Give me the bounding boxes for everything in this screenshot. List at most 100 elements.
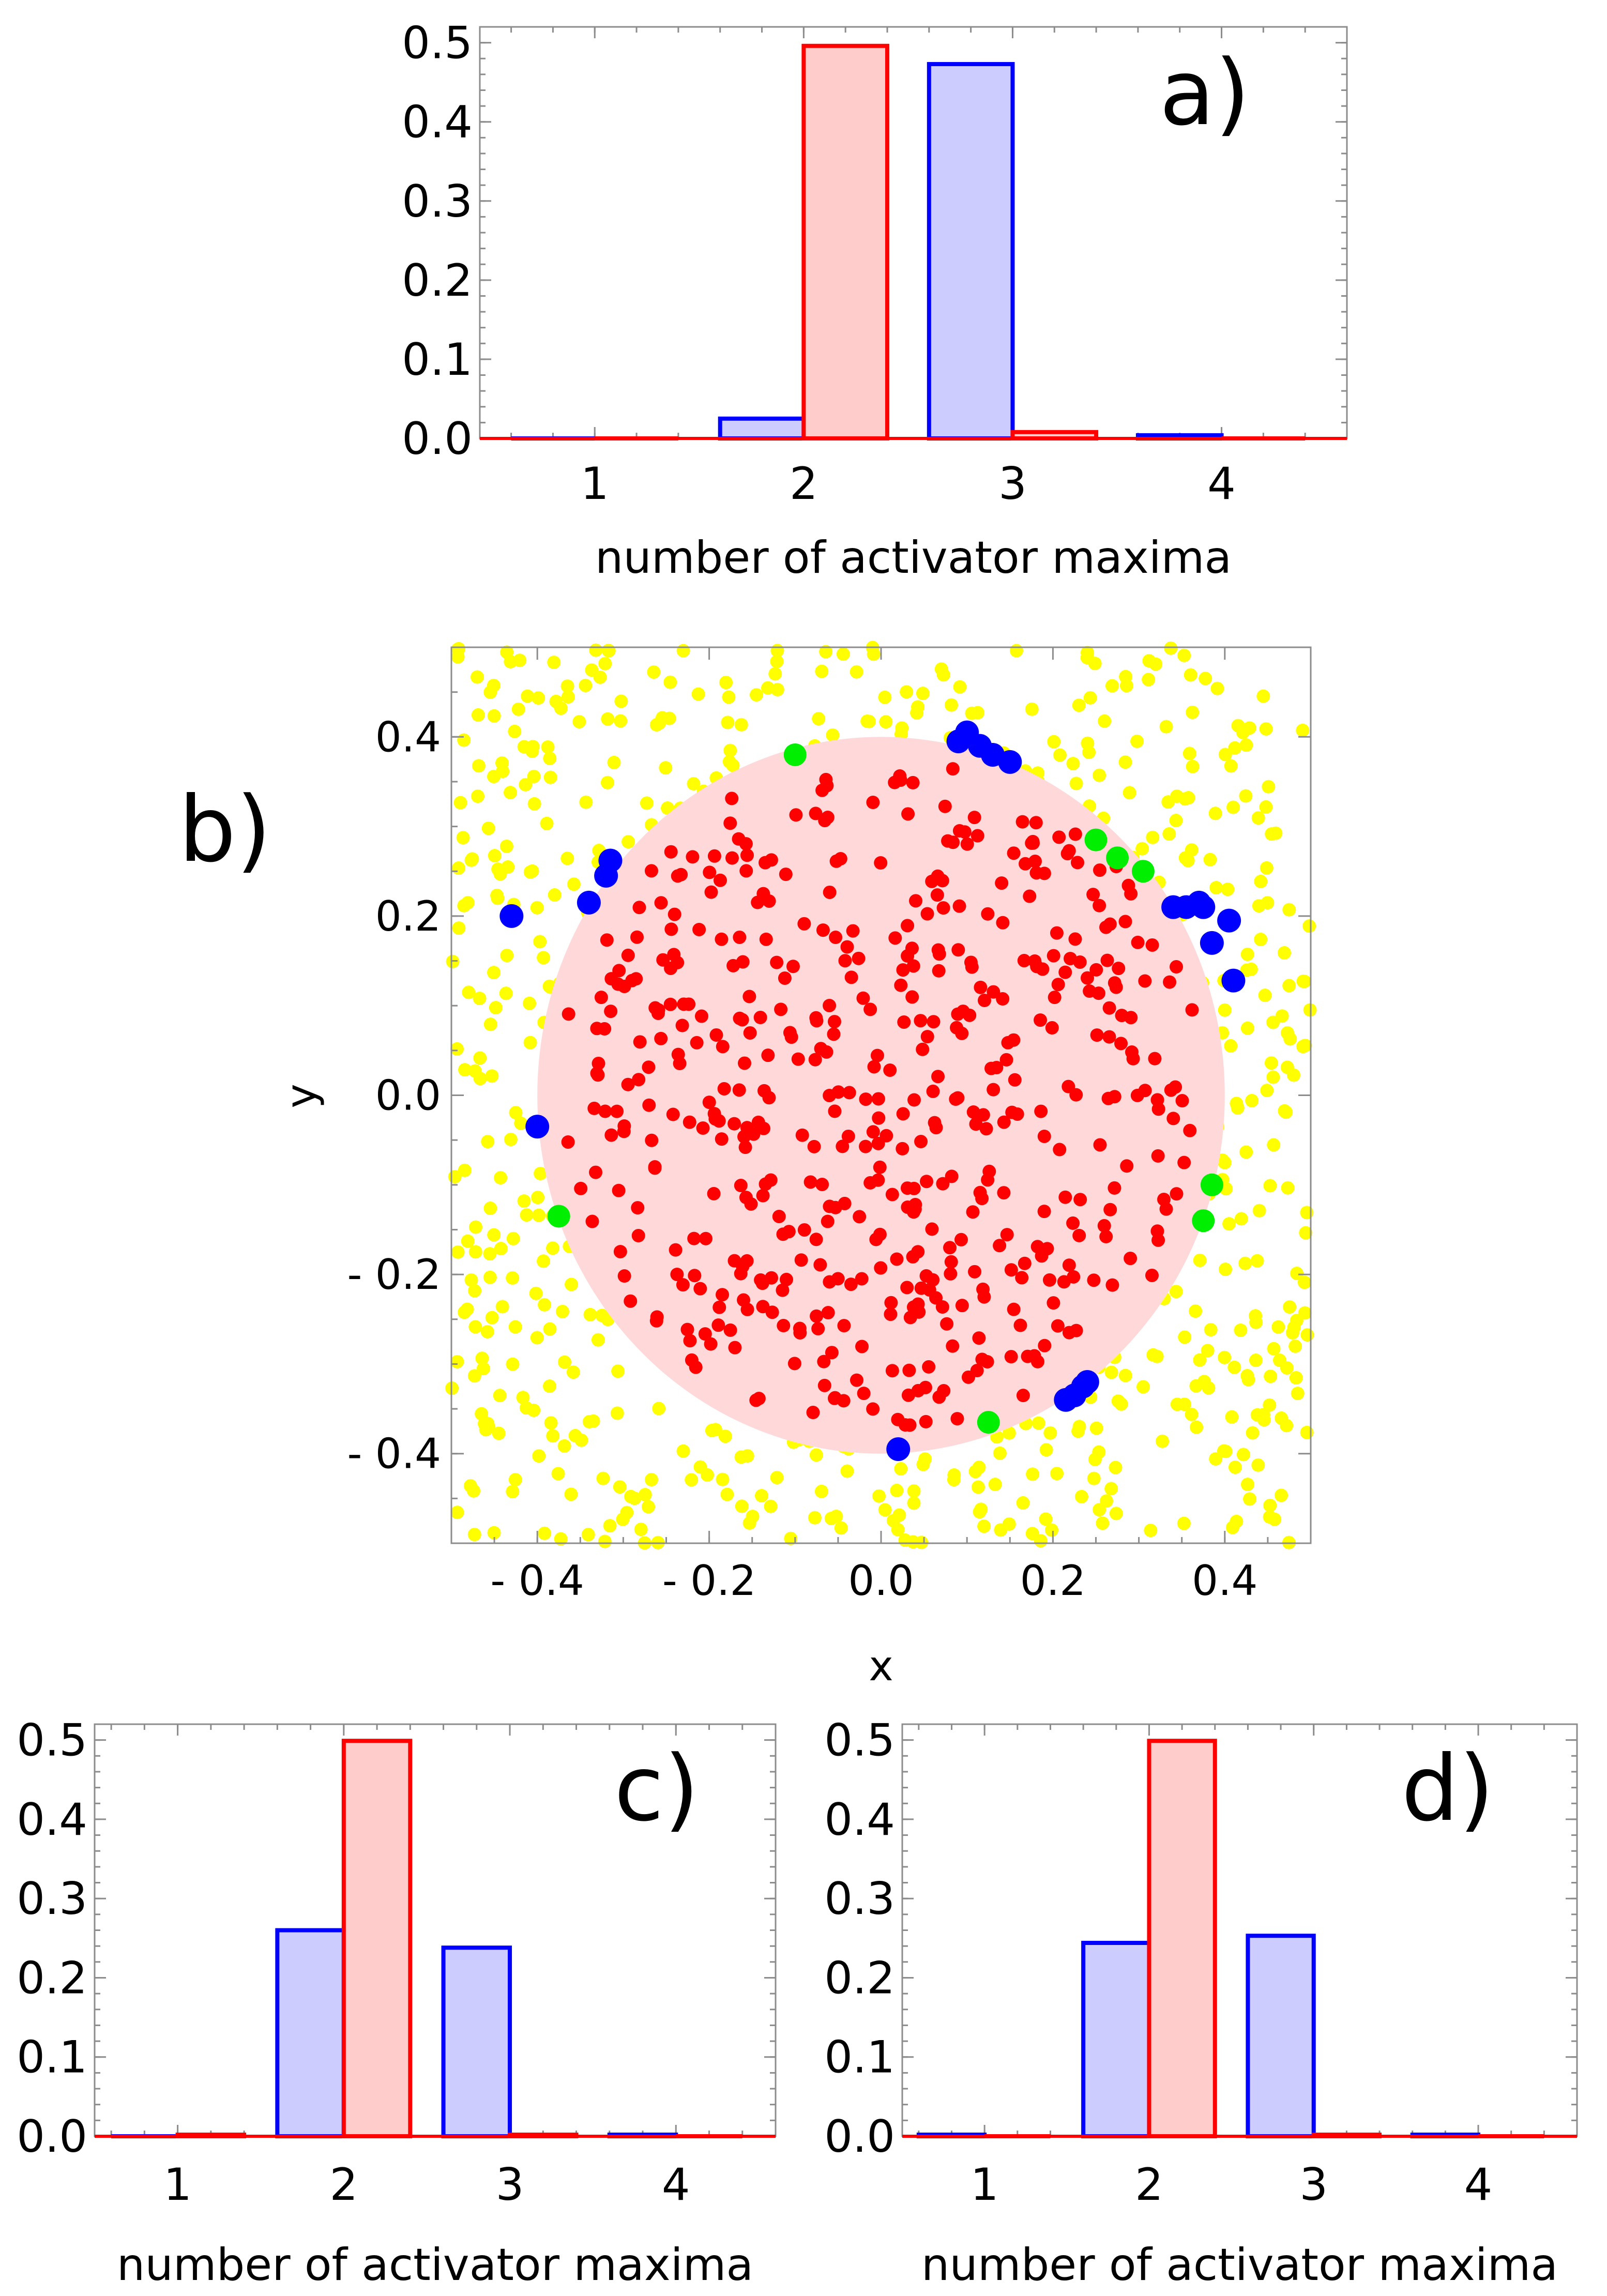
point-red: [823, 1088, 837, 1102]
point-yellow: [500, 949, 514, 963]
point-red: [963, 1008, 977, 1022]
point-yellow: [533, 935, 547, 949]
point-yellow: [968, 1465, 982, 1479]
point-red: [1145, 938, 1159, 952]
point-red: [779, 1272, 793, 1286]
point-yellow: [487, 966, 501, 980]
y-tick-label: 0.3: [824, 1873, 895, 1925]
point-red: [728, 1341, 742, 1355]
point-yellow: [458, 1163, 472, 1177]
point-red: [671, 1047, 685, 1061]
point-yellow: [1002, 1426, 1016, 1440]
point-red: [905, 941, 919, 955]
point-yellow: [1268, 1512, 1282, 1526]
point-yellow: [485, 1069, 499, 1083]
panel-c-histogram: 0.0 0.1 0.2 0.3 0.4 0.5 1 2 3 4 number of activato…: [17, 1715, 777, 2291]
point-red: [809, 807, 823, 820]
point-red: [1069, 1324, 1083, 1337]
point-yellow: [705, 1423, 719, 1437]
point-red: [664, 922, 678, 936]
point-red: [630, 930, 644, 944]
point-red: [589, 1165, 603, 1179]
point-yellow: [1259, 800, 1273, 814]
point-yellow: [621, 835, 635, 849]
point-yellow: [1093, 768, 1106, 782]
point-red: [1047, 949, 1060, 963]
point-yellow: [1039, 1512, 1053, 1526]
point-yellow: [581, 1528, 595, 1542]
point-yellow: [1072, 698, 1086, 712]
point-yellow: [1275, 1009, 1289, 1023]
x-tick-label: 4: [1464, 2159, 1493, 2211]
point-yellow: [1251, 1458, 1265, 1472]
y-tick-label: 0.2: [17, 1952, 87, 2004]
point-red: [590, 1022, 604, 1036]
point-red: [1067, 1270, 1081, 1284]
point-yellow: [691, 687, 705, 701]
point-yellow: [473, 992, 487, 1006]
point-yellow: [934, 662, 948, 676]
point-yellow: [538, 1526, 552, 1540]
point-red: [1018, 1256, 1032, 1270]
point-red: [598, 1104, 612, 1118]
point-yellow: [451, 1245, 465, 1259]
point-yellow: [1118, 1369, 1132, 1382]
point-yellow: [815, 664, 829, 678]
point-red: [739, 864, 753, 878]
panel-label: d): [1401, 1737, 1494, 1842]
point-yellow: [1256, 1408, 1270, 1422]
point-yellow: [1088, 1452, 1102, 1466]
point-yellow: [1026, 1467, 1040, 1481]
point-red: [774, 1002, 788, 1016]
point-red: [974, 980, 988, 994]
point-yellow: [1263, 1179, 1277, 1193]
point-red: [999, 1053, 1013, 1067]
point-red: [1124, 1252, 1138, 1266]
point-red: [930, 888, 944, 902]
point-yellow: [476, 1362, 490, 1376]
point-yellow: [916, 687, 930, 701]
point-red: [699, 1231, 712, 1245]
y-axis-title: y: [277, 1084, 325, 1108]
point-yellow: [1234, 1324, 1248, 1337]
point-yellow: [1231, 719, 1245, 733]
point-red: [909, 894, 923, 908]
point-red: [1090, 1028, 1104, 1042]
point-yellow: [506, 1357, 520, 1371]
point-yellow: [600, 776, 614, 789]
point-red: [976, 1108, 990, 1122]
y-tick-label: - 0.4: [347, 1430, 441, 1478]
point-red: [1053, 1143, 1067, 1157]
point-yellow: [620, 1506, 634, 1519]
point-yellow: [465, 852, 479, 866]
point-yellow: [603, 1519, 617, 1533]
point-red: [1072, 1228, 1086, 1242]
point-red: [896, 963, 910, 977]
point-yellow: [878, 1503, 892, 1517]
point-yellow: [1238, 1256, 1252, 1270]
point-red: [770, 955, 784, 969]
point-red: [885, 1364, 899, 1378]
point-red: [884, 1296, 898, 1310]
point-red: [664, 845, 678, 859]
point-yellow: [1236, 1448, 1250, 1462]
point-red: [1151, 1233, 1165, 1247]
point-yellow: [1218, 1263, 1232, 1276]
point-red: [744, 1197, 758, 1211]
point-red: [993, 1239, 1007, 1253]
point-yellow: [1182, 747, 1196, 761]
point-yellow: [564, 1487, 578, 1501]
point-yellow: [456, 831, 470, 845]
point-red: [1163, 975, 1177, 989]
point-red: [919, 1415, 933, 1428]
point-red: [1051, 1319, 1065, 1333]
point-yellow: [1032, 1416, 1045, 1430]
point-yellow: [947, 1473, 961, 1487]
point-red: [883, 1063, 897, 1077]
point-red: [945, 1169, 959, 1183]
point-yellow: [770, 655, 784, 668]
point-red: [828, 1104, 842, 1118]
point-yellow: [540, 816, 554, 830]
point-yellow: [508, 1320, 522, 1334]
point-red: [1080, 971, 1094, 985]
